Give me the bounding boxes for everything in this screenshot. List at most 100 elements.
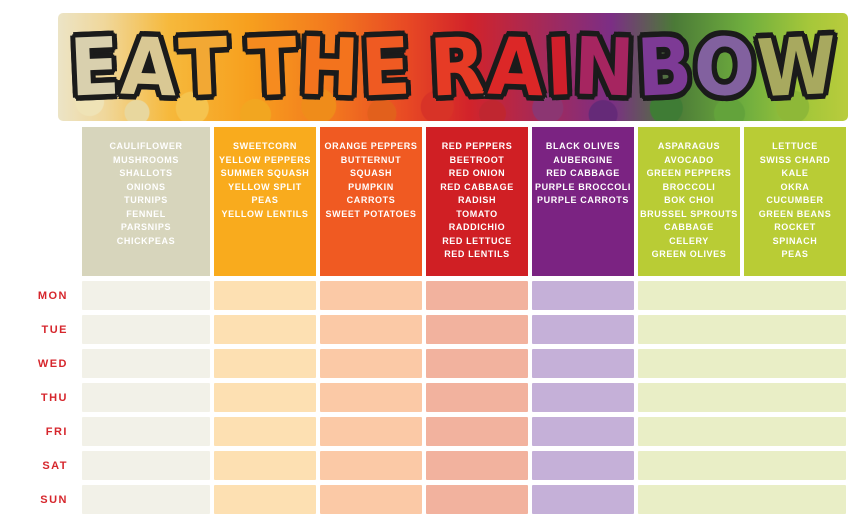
cell-tue-white-group — [82, 315, 210, 344]
vegetable-collage-art — [58, 13, 848, 121]
cell-sat-red-group — [426, 451, 528, 480]
cell-mon-purple-group — [532, 281, 634, 310]
cell-fri-white-group — [82, 417, 210, 446]
cell-tue-red-group — [426, 315, 528, 344]
cell-sat-yellow-group — [214, 451, 316, 480]
cell-sat-green-groups — [638, 451, 846, 480]
food-item-label: SWEETCORN — [233, 141, 297, 151]
cell-fri-red-group — [426, 417, 528, 446]
title-letter: A — [117, 17, 181, 117]
food-item-label: AVOCADO — [664, 154, 714, 165]
food-item-label: GREEN OLIVES — [651, 249, 727, 259]
column-header-white-group: CAULIFLOWER MUSHROOMS SHALLOTS ONIONS TURNIP… — [82, 127, 210, 276]
cell-sun-yellow-group — [214, 485, 316, 514]
food-item-label: OKRA — [780, 181, 810, 192]
rainbow-table: CAULIFLOWER MUSHROOMS SHALLOTS ONIONS TURNIP… — [0, 127, 846, 514]
food-item-label: BUTTERNUT — [340, 154, 402, 165]
cell-mon-white-group — [82, 281, 210, 310]
food-item-label: YELLOW SPLIT PEAS — [228, 181, 302, 206]
food-item-label: SPINACH — [772, 235, 818, 246]
cell-tue-green-groups — [638, 315, 846, 344]
title-letter: R — [426, 17, 491, 117]
cell-wed-green-groups — [638, 349, 846, 378]
food-item-label: SUMMER SQUASH — [220, 168, 310, 178]
cell-sat-orange-group — [320, 451, 422, 480]
column-header-dark-green-group: ASPARAGUS AVOCADO GREEN PEPPERS BROCCOLI BOK… — [638, 127, 740, 276]
food-item-label: RED LETTUCE — [442, 235, 512, 246]
food-item-label: MUSHROOMS — [113, 154, 179, 165]
title-letter: A — [484, 17, 548, 117]
cell-sun-white-group — [82, 485, 210, 514]
food-item-label: TOMATO — [456, 208, 498, 219]
cell-thu-purple-group — [532, 383, 634, 412]
title-letter: E — [357, 17, 415, 117]
cell-mon-orange-group — [320, 281, 422, 310]
day-label-sun: SUN — [40, 493, 68, 506]
column-header-purple-group: BLACK OLIVES AUBERGINE RED CABBAGE PURPLE B… — [532, 127, 634, 276]
cell-tue-yellow-group — [214, 315, 316, 344]
food-item-label: AUBERGINE — [553, 154, 613, 165]
cell-sun-green-groups — [638, 485, 846, 514]
title-letter: W — [752, 16, 841, 117]
food-item-label: PURPLE CARROTS — [537, 195, 629, 205]
food-item-label: CABBAGE — [664, 222, 714, 232]
cell-mon-red-group — [426, 281, 528, 310]
food-item-label: CELERY — [669, 235, 709, 246]
food-item-label: CHICKPEAS — [116, 235, 176, 246]
day-label-mon: MON — [37, 289, 68, 302]
cell-thu-yellow-group — [214, 383, 316, 412]
food-item-label: BRUSSEL SPROUTS — [640, 208, 738, 219]
cell-mon-green-groups — [638, 281, 846, 310]
cell-sun-red-group — [426, 485, 528, 514]
cell-wed-red-group — [426, 349, 528, 378]
cell-sat-purple-group — [532, 451, 634, 480]
food-item-label: BOK CHOI — [664, 195, 714, 205]
cell-sun-purple-group — [532, 485, 634, 514]
title-letter: I — [541, 18, 577, 117]
food-item-label: GREEN PEPPERS — [646, 168, 732, 178]
cell-sun-orange-group — [320, 485, 422, 514]
food-item-label: RADISH — [457, 195, 497, 205]
word-space — [412, 67, 428, 68]
title-letter: H — [295, 17, 364, 117]
day-label-wed: WED — [37, 357, 68, 370]
cell-tue-orange-group — [320, 315, 422, 344]
food-item-label: RED CABBAGE — [440, 181, 514, 192]
cell-fri-green-groups — [638, 417, 846, 446]
food-item-label: YELLOW PEPPERS — [219, 154, 311, 165]
column-header-yellow-group: SWEETCORN YELLOW PEPPERS SUMMER SQUASH YELL… — [214, 127, 316, 276]
food-item-label: RED PEPPERS — [441, 141, 513, 151]
cell-thu-green-groups — [638, 383, 846, 412]
food-item-label: GREEN BEANS — [758, 208, 832, 219]
food-item-label: SWEET POTATOES — [325, 208, 417, 219]
food-item-label: KALE — [781, 168, 809, 178]
title-letter: B — [632, 17, 696, 117]
food-item-label: BLACK OLIVES — [545, 141, 621, 151]
cell-fri-purple-group — [532, 417, 634, 446]
table-corner-spacer — [0, 127, 78, 276]
food-item-label: ROCKET — [774, 222, 816, 232]
cell-thu-orange-group — [320, 383, 422, 412]
food-item-label: YELLOW LENTILS — [221, 208, 309, 219]
food-item-label: SHALLOTS — [119, 168, 173, 178]
food-item-label: SWISS CHARD — [759, 154, 831, 165]
cell-wed-white-group — [82, 349, 210, 378]
food-item-label: SQUASH — [349, 168, 393, 178]
column-header-light-green-group: LETTUCE SWISS CHARD KALE OKRA CUCUMBER GREEN … — [744, 127, 846, 276]
word-space — [230, 67, 246, 68]
food-item-label: BEETROOT — [449, 154, 505, 165]
cell-fri-orange-group — [320, 417, 422, 446]
cell-tue-purple-group — [532, 315, 634, 344]
day-label-sat: SAT — [42, 459, 68, 472]
food-item-label: PUMPKIN — [348, 181, 394, 192]
food-item-label: CARROTS — [346, 195, 396, 205]
title-letter: E — [65, 17, 123, 117]
food-item-label: BROCCOLI — [662, 181, 716, 192]
cell-fri-yellow-group — [214, 417, 316, 446]
food-item-label: RED ONION — [448, 168, 506, 178]
cell-sat-white-group — [82, 451, 210, 480]
column-header-red-group: RED PEPPERS BEETROOT RED ONION RED CABBAGE R… — [426, 127, 528, 276]
food-item-label: PEAS — [781, 249, 809, 259]
column-header-orange-group: ORANGE PEPPERS BUTTERNUT SQUASH PUMPKIN CARR… — [320, 127, 422, 276]
